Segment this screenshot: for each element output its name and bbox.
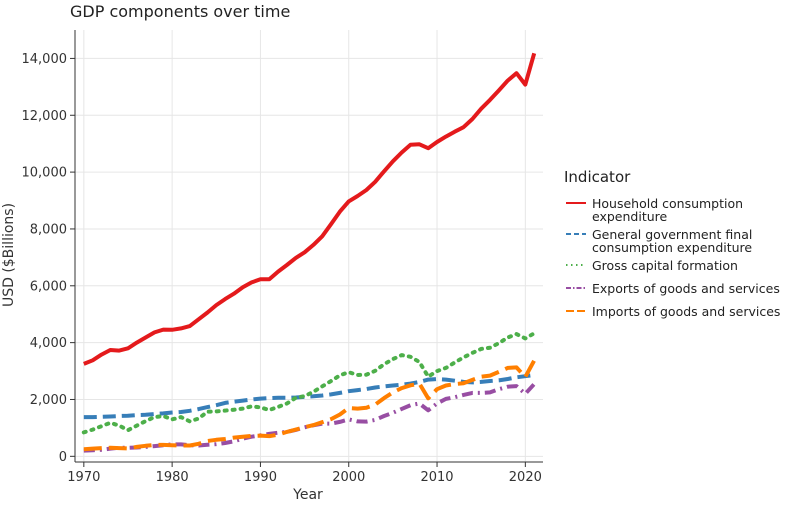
series-line-imports-of-goods-and-services [83, 359, 536, 452]
x-tick-label: 1990 [244, 470, 277, 485]
series-line-household-consumption-expenditure [83, 52, 537, 366]
legend-item: Exports of goods and services [566, 281, 780, 296]
x-tick-label: 2010 [420, 470, 453, 485]
legend-label: Exports of goods and services [592, 281, 780, 296]
axes: 0 2,000 4,000 6,000 8,000 10,000 12,000 14,000 1… [22, 30, 543, 485]
legend-item: Imports of goods and services [566, 304, 780, 319]
legend-label: Imports of goods and services [592, 304, 780, 319]
y-tick-label: 0 [59, 450, 67, 465]
x-tick-label: 1970 [67, 470, 100, 485]
legend-title: Indicator [564, 168, 631, 186]
legend-label: General government final [592, 227, 752, 242]
x-tick-label: 2000 [332, 470, 365, 485]
y-tick-label: 4,000 [30, 336, 67, 351]
legend-item: Gross capital formation [566, 258, 738, 273]
series-lines [81, 52, 537, 453]
legend-label: consumption expenditure [592, 240, 752, 255]
legend-label: expenditure [592, 209, 668, 224]
chart-title: GDP components over time [70, 2, 290, 21]
x-tick-label: 1980 [156, 470, 189, 485]
y-tick-label: 6,000 [30, 279, 67, 294]
y-tick-label: 10,000 [22, 166, 68, 181]
y-tick-label: 8,000 [30, 222, 67, 237]
legend-label: Gross capital formation [592, 258, 738, 273]
y-tick-label: 12,000 [22, 109, 68, 124]
series-line-gross-capital-formation [81, 331, 537, 435]
legend-label: Household consumption [592, 196, 743, 211]
x-axis-title: Year [292, 487, 323, 503]
y-axis-title: USD ($Billions) [1, 203, 17, 307]
y-tick-label: 14,000 [22, 52, 68, 67]
x-tick-label: 2020 [509, 470, 542, 485]
y-tick-label: 2,000 [30, 393, 67, 408]
